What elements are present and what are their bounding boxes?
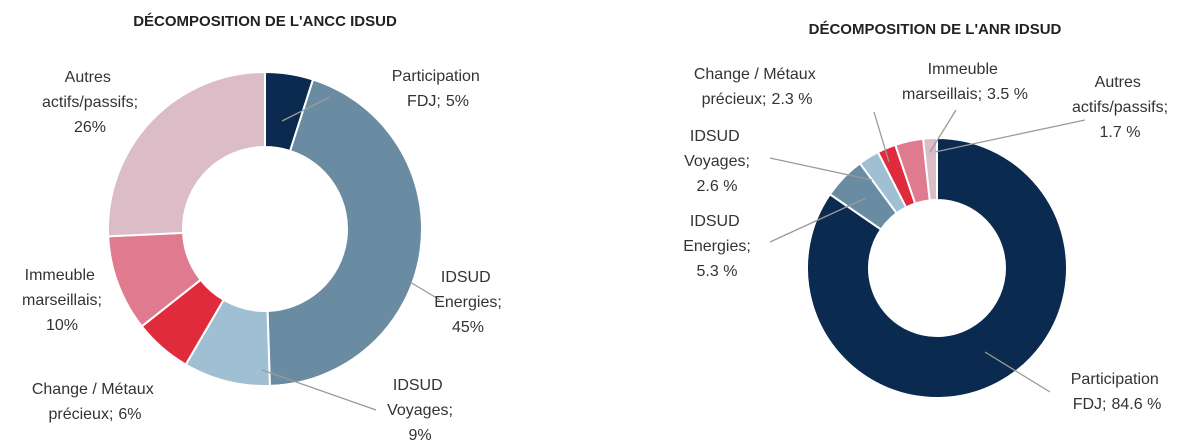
slice-label: Autres actifs/passifs; bbox=[1072, 74, 1168, 116]
data-label: 10% bbox=[46, 317, 78, 334]
slice-label: IDSUD Voyages; bbox=[387, 377, 453, 419]
slice-label: IDSUD Voyages; bbox=[684, 128, 750, 170]
data-label: 84.6 % bbox=[1111, 396, 1161, 413]
chart-title: DÉCOMPOSITION DE L'ANR IDSUD bbox=[809, 21, 1062, 38]
leader-line bbox=[935, 120, 1085, 152]
chart-title: DÉCOMPOSITION DE L'ANCC IDSUD bbox=[133, 13, 397, 30]
slice-label: IDSUD Energies; bbox=[434, 269, 502, 311]
data-label: 2.3 % bbox=[772, 91, 813, 108]
data-label: 26% bbox=[74, 119, 106, 136]
data-label: 5% bbox=[446, 93, 469, 110]
data-label: 9% bbox=[408, 427, 431, 441]
data-label: 3.5 % bbox=[987, 86, 1028, 103]
data-label: 1.7 % bbox=[1100, 124, 1141, 141]
data-label: 6% bbox=[118, 406, 141, 423]
slice-label: Autres actifs/passifs; bbox=[42, 69, 138, 111]
slice-label: IDSUD Energies; bbox=[683, 213, 751, 255]
data-label: 5.3 % bbox=[697, 263, 738, 280]
slice-label: Immeuble marseillais; bbox=[22, 267, 102, 309]
page: DÉCOMPOSITION DE L'ANCC IDSUD DÉCOMPOSIT… bbox=[0, 0, 1180, 441]
slice-label: Participation FDJ; bbox=[392, 68, 485, 110]
data-label: 2.6 % bbox=[697, 178, 738, 195]
data-label: 45% bbox=[452, 319, 484, 336]
